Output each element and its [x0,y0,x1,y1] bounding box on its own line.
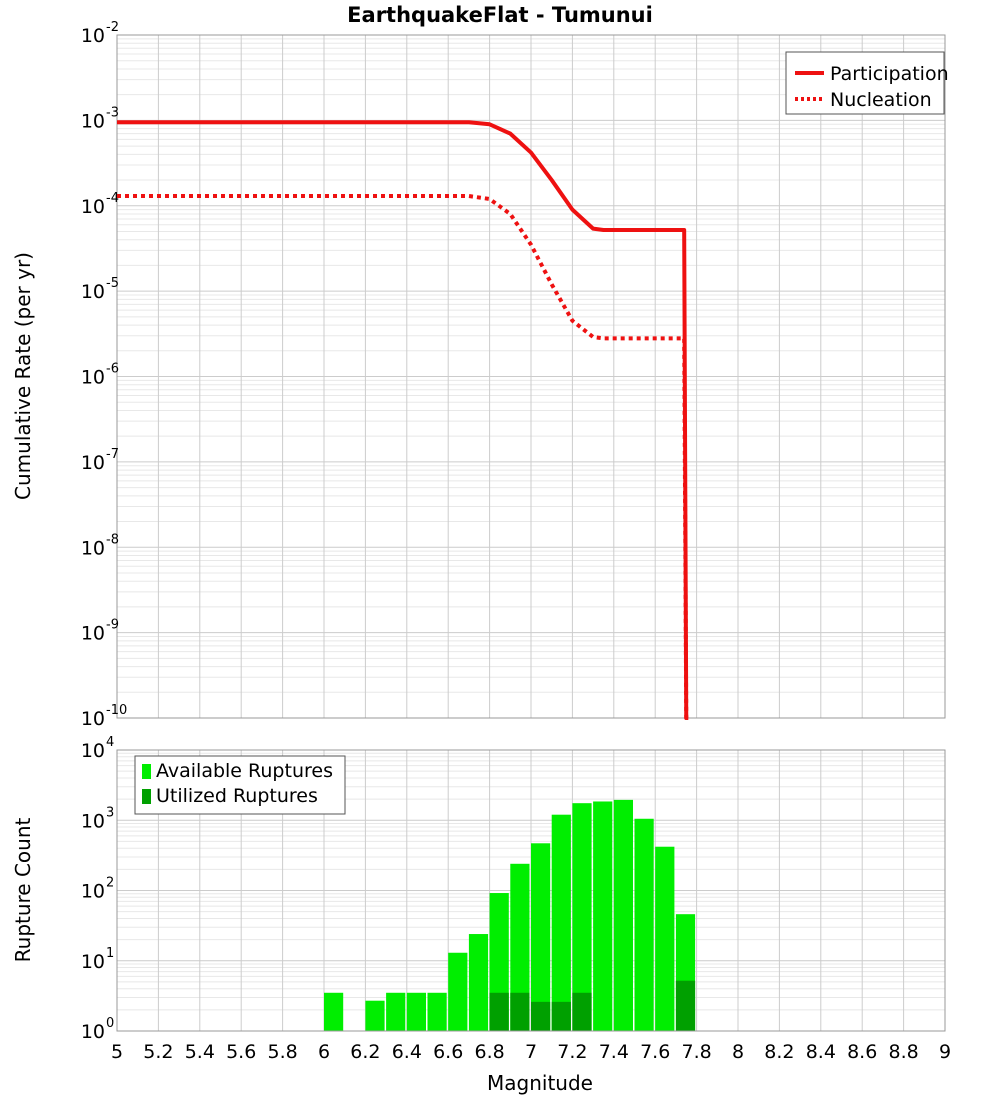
top-legend: Participation Nucleation [786,52,949,114]
legend-label-available: Available Ruptures [156,760,333,782]
top-y-axis-label: Cumulative Rate (per yr) [11,252,35,500]
legend-swatch-utilized [142,789,151,804]
bar-utilized [552,1002,571,1031]
x-tick-label: 5.2 [143,1041,173,1063]
x-tick-label: 7.8 [681,1041,711,1063]
svg-text:3: 3 [106,805,114,820]
y-tick-label: 10-7 [81,447,119,474]
y-tick-label: 10-9 [81,618,119,645]
y-tick-label: 10-8 [81,532,119,559]
bar-utilized [510,993,529,1031]
svg-text:-6: -6 [106,362,119,377]
svg-text:10: 10 [81,623,105,645]
svg-text:-10: -10 [106,703,127,718]
legend-swatch-available [142,764,151,779]
x-tick-label: 7.2 [557,1041,587,1063]
x-tick-label: 7.6 [640,1041,670,1063]
bar-utilized [572,993,591,1031]
x-tick-label: 8.8 [888,1041,918,1063]
x-tick-label: 8.2 [764,1041,794,1063]
bar-utilized [676,981,695,1031]
bar-available [552,815,571,1031]
svg-text:10: 10 [81,281,105,303]
bar-available [614,800,633,1031]
legend-label-participation: Participation [830,63,949,85]
bar-available [386,993,405,1031]
bottom-y-axis-label: Rupture Count [11,817,35,962]
svg-text:10: 10 [81,452,105,474]
top-panel: 10-210-310-410-510-610-710-810-910-10 Cu… [11,20,949,730]
legend-label-utilized: Utilized Ruptures [156,785,318,807]
bar-available [469,934,488,1031]
x-tick-label: 8.6 [847,1041,877,1063]
x-tick-label: 6 [318,1041,330,1063]
figure-canvas: EarthquakeFlat - Tumunui 10-210-310-410-… [0,0,1000,1100]
x-tick-label: 8 [732,1041,744,1063]
x-tick-label: 6.6 [433,1041,463,1063]
earthquake-rate-figure: EarthquakeFlat - Tumunui 10-210-310-410-… [0,0,1000,1100]
x-tick-label: 7 [525,1041,537,1063]
svg-text:-9: -9 [106,618,119,633]
svg-text:10: 10 [81,25,105,47]
bar-available [448,953,467,1031]
svg-text:-2: -2 [106,20,119,35]
svg-text:10: 10 [81,810,105,832]
svg-text:-4: -4 [106,191,119,206]
y-tick-label: 10-6 [81,362,119,389]
svg-text:10: 10 [81,196,105,218]
svg-text:-8: -8 [106,532,119,547]
svg-text:10: 10 [81,951,105,973]
svg-text:-5: -5 [106,276,119,291]
x-tick-label: 7.4 [599,1041,629,1063]
bar-available [428,993,447,1031]
x-tick-label: 9 [939,1041,951,1063]
svg-text:10: 10 [81,537,105,559]
x-tick-label: 5.4 [185,1041,215,1063]
x-tick-label: 6.8 [474,1041,504,1063]
svg-text:10: 10 [81,881,105,903]
bar-available [407,993,426,1031]
legend-label-nucleation: Nucleation [830,89,932,111]
svg-text:10: 10 [81,740,105,762]
y-tick-label: 104 [81,735,114,762]
svg-text:-7: -7 [106,447,119,462]
svg-text:1: 1 [106,946,114,961]
y-tick-label: 10-4 [81,191,119,218]
x-axis-label: Magnitude [487,1071,593,1095]
page-title: EarthquakeFlat - Tumunui [347,3,653,27]
bar-available [365,1001,384,1031]
bottom-x-tick-labels: 5 5.2 5.4 5.6 5.8 6 6.2 6.4 6.6 6.8 7 7.2 7.4 7.6 7.8 8… [111,1041,951,1063]
x-tick-label: 5 [111,1041,123,1063]
y-tick-label: 103 [81,805,114,832]
bar-utilized [531,1002,550,1031]
y-tick-label: 10-10 [81,703,127,730]
x-tick-label: 6.4 [392,1041,422,1063]
svg-text:4: 4 [106,735,114,750]
bottom-panel: 104103102101100 55.25.45.65.866.26.46.66… [11,735,951,1095]
svg-text:-3: -3 [106,105,119,120]
svg-text:2: 2 [106,876,114,891]
y-tick-label: 10-3 [81,105,119,132]
bar-available [635,819,654,1031]
x-tick-label: 6.2 [350,1041,380,1063]
bottom-y-tick-labels: 104103102101100 [81,735,114,1043]
y-tick-label: 101 [81,946,114,973]
svg-text:10: 10 [81,367,105,389]
bar-available [593,801,612,1031]
svg-text:10: 10 [81,110,105,132]
y-tick-label: 102 [81,876,114,903]
bottom-legend: Available Ruptures Utilized Ruptures [135,756,345,814]
y-tick-label: 10-2 [81,20,119,47]
x-tick-label: 5.6 [226,1041,256,1063]
y-tick-label: 10-5 [81,276,119,303]
x-tick-label: 5.8 [267,1041,297,1063]
svg-text:10: 10 [81,1021,105,1043]
bar-available [655,847,674,1031]
bar-utilized [490,993,509,1031]
bar-available [324,993,343,1031]
x-tick-label: 8.4 [806,1041,836,1063]
svg-text:0: 0 [106,1016,114,1031]
y-tick-label: 100 [81,1016,114,1043]
svg-text:10: 10 [81,708,105,730]
